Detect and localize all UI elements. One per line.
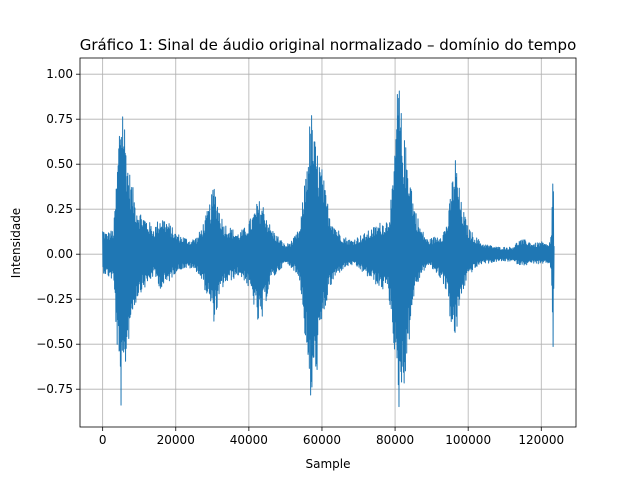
- y-tick-label: −0.75: [36, 382, 73, 396]
- chart-title: Gráfico 1: Sinal de áudio original norma…: [80, 36, 577, 54]
- x-tick-label: 60000: [303, 433, 341, 447]
- y-tick-label: −0.50: [36, 337, 73, 351]
- x-tick-label: 20000: [157, 433, 195, 447]
- x-tick-label: 100000: [445, 433, 491, 447]
- x-tick-label: 80000: [376, 433, 414, 447]
- series-line-audio-signal: [102, 90, 555, 408]
- x-axis-label: Sample: [306, 457, 351, 471]
- x-tick-label: 40000: [230, 433, 268, 447]
- y-axis: −0.75 −0.50 −0.25 0.00 0.25 0.50 0.75 1.00: [36, 67, 80, 396]
- y-tick-label: 0.50: [46, 157, 73, 171]
- x-axis: 0 20000 40000 60000 80000 100000 120000: [99, 427, 564, 447]
- y-tick-label: −0.25: [36, 292, 73, 306]
- y-tick-label: 0.00: [46, 247, 73, 261]
- plot-frame: [79, 57, 577, 428]
- y-axis-label: Intensidade: [9, 208, 23, 278]
- y-tick-label: 0.25: [46, 202, 73, 216]
- plot-area: [102, 90, 555, 408]
- x-tick-label: 0: [99, 433, 107, 447]
- x-tick-label: 120000: [518, 433, 564, 447]
- y-tick-label: 1.00: [46, 67, 73, 81]
- y-tick-label: 0.75: [46, 112, 73, 126]
